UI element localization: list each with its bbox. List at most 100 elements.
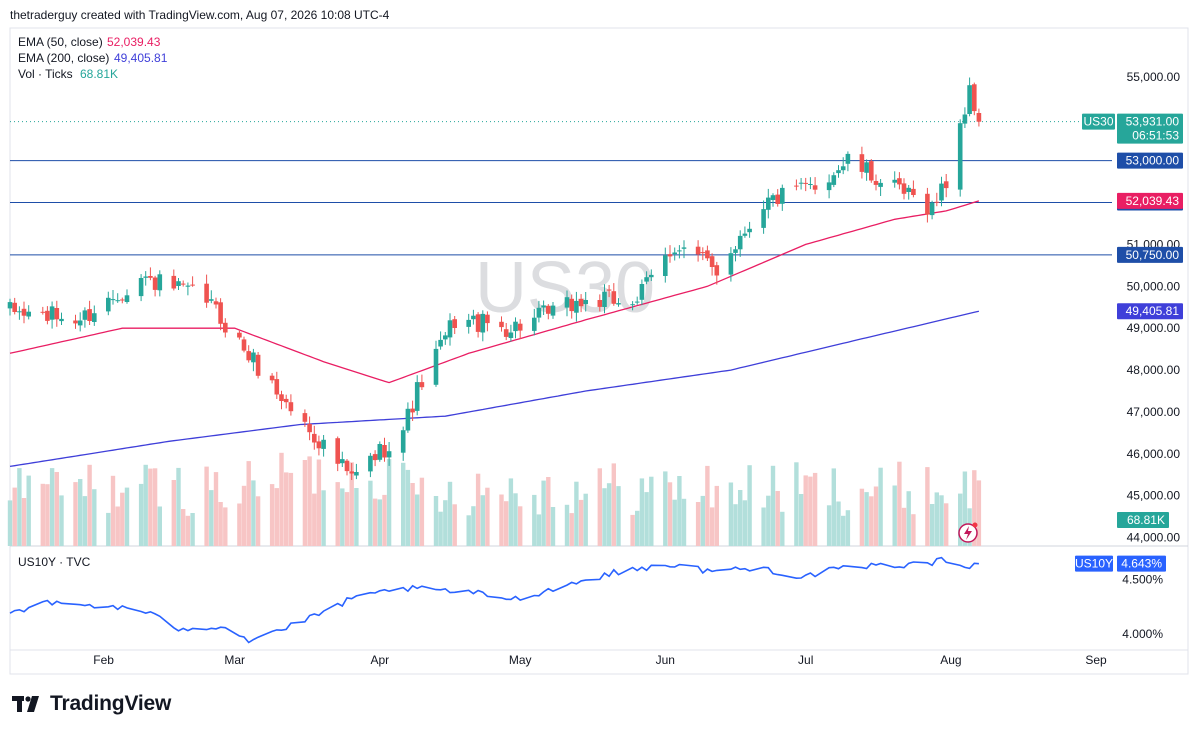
volume-bar [939, 495, 944, 546]
volume-bar [433, 496, 439, 546]
volume-bar [279, 452, 284, 546]
symbol-watermark: US30 [475, 248, 655, 328]
flash-icon[interactable] [958, 522, 978, 543]
volume-bar [738, 490, 743, 546]
volume-bar [181, 509, 186, 546]
candle-body [106, 297, 111, 312]
volume-bar [45, 484, 50, 546]
candle-body [73, 320, 78, 324]
candle-body [681, 247, 687, 249]
volume-bar [269, 484, 275, 546]
volume-bar [274, 488, 279, 546]
volume-bar [869, 496, 874, 546]
volume-bar [803, 475, 808, 546]
candle-body [634, 301, 640, 303]
volume-bar [663, 471, 668, 546]
volume-bar [138, 483, 144, 546]
candle-body [471, 315, 476, 320]
price-axis[interactable]: 55,000.0051,000.0050,000.0049,000.0048,0… [1122, 70, 1180, 641]
candle-body [869, 161, 874, 181]
candle-body [312, 433, 317, 443]
volume-price-label-box [1117, 512, 1169, 528]
candle-body [583, 300, 588, 305]
volume-bar [906, 491, 911, 546]
candle-body [204, 283, 209, 303]
volume-bar [59, 495, 64, 546]
volume-bar [307, 456, 312, 546]
us10y-symbol: US10Y [1075, 557, 1113, 571]
volume-bar [798, 494, 804, 546]
volume-bar [958, 493, 963, 546]
time-tick: Aug [940, 653, 961, 667]
candle-body [780, 187, 785, 204]
candle-body [798, 182, 804, 184]
candle-body [826, 182, 832, 191]
candle-body [485, 314, 490, 324]
candle-body [7, 302, 13, 309]
candle-body [550, 305, 556, 316]
volume-bar [911, 514, 916, 546]
volume-bar [288, 472, 294, 546]
candle-body [667, 254, 673, 257]
price-tick: 55,000.00 [1127, 70, 1181, 84]
volume-bar [87, 464, 92, 546]
volume-bar [499, 494, 504, 546]
volume-bar [148, 468, 153, 546]
candle-body [316, 441, 322, 449]
hline-price-label: 53,000.00 [1126, 154, 1180, 168]
candle-body [124, 295, 130, 302]
candle-body [45, 310, 50, 321]
candle-body [377, 444, 383, 460]
volume-bar [583, 493, 588, 546]
candle-body [302, 413, 308, 422]
last-price-box [1117, 113, 1183, 144]
volume-bar [241, 485, 247, 546]
volume-bar [368, 480, 373, 546]
volume-bar [386, 459, 392, 546]
volume-bar [410, 483, 415, 546]
volume-bar [667, 482, 673, 546]
time-tick: Jun [656, 653, 675, 667]
candle-body [892, 179, 897, 183]
candle-body [82, 310, 88, 320]
volume-bar [859, 488, 865, 546]
volume-bar [878, 467, 883, 546]
time-tick: Apr [370, 653, 389, 667]
candle-body [840, 166, 846, 171]
candlesticks [7, 77, 982, 480]
volume-bar [7, 500, 13, 546]
candle-body [663, 255, 668, 276]
legend-ema200-value: 49,405.81 [114, 51, 168, 65]
legend-volume-name: Vol · Ticks [18, 67, 73, 81]
chart-frame [9, 27, 1189, 675]
volume-bar [344, 492, 350, 546]
volume-bar [302, 460, 308, 546]
price-tick: 46,000.00 [1127, 447, 1181, 461]
volume-bar [401, 462, 406, 546]
volume-bar [944, 503, 949, 546]
ema50-price-label-box [1117, 192, 1183, 209]
candle-body [611, 291, 617, 304]
time-axis[interactable]: Feb Mar Apr May Jun Jul Aug Sep [93, 653, 1107, 667]
volume-bar [761, 507, 766, 546]
volume-bar [419, 477, 425, 546]
candle-body [812, 185, 818, 190]
candle-body [639, 284, 645, 300]
volume-bar [925, 467, 930, 546]
volume-bar [124, 487, 130, 546]
volume-bar [574, 481, 579, 546]
candle-body [251, 352, 256, 363]
volume-bar [892, 485, 897, 546]
hline-price-label-box [1117, 152, 1183, 169]
candle-body [672, 252, 677, 255]
candle-body [241, 339, 247, 351]
volume-bar [171, 480, 176, 546]
volume-bar [742, 500, 748, 546]
us10y-symbol-box [1075, 555, 1113, 572]
candle-body [925, 193, 930, 215]
candle-body [283, 398, 289, 403]
candle-body [714, 265, 720, 276]
volume-bar [405, 469, 411, 546]
candle-body [77, 320, 83, 326]
